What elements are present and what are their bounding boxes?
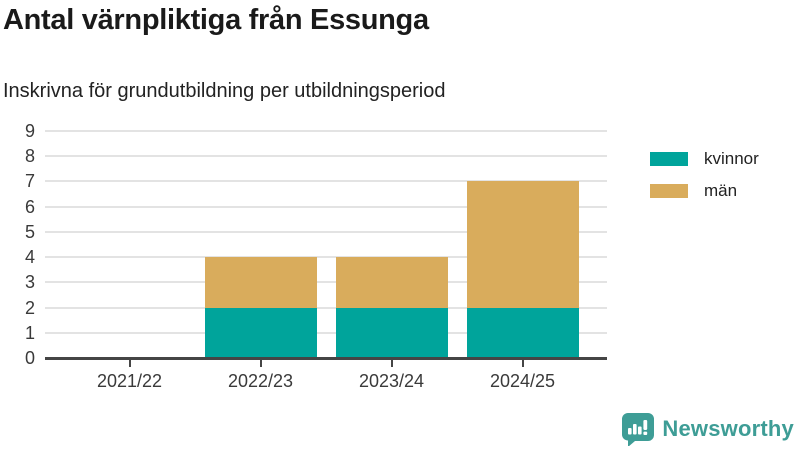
bar-segment-män: [466, 181, 579, 308]
gridline: [45, 155, 607, 158]
legend-label: män: [704, 181, 738, 200]
newsworthy-logo-icon: [622, 413, 655, 446]
gridline: [45, 256, 607, 259]
x-tick-label: 2022/23: [227, 371, 294, 391]
x-axis-tick: [390, 360, 393, 367]
y-tick-label: 3: [24, 272, 35, 293]
x-tick-label: 2021/22: [96, 371, 163, 391]
gridline: [45, 205, 607, 208]
x-axis-line: [45, 357, 607, 360]
brand-footer: Newsworthy: [621, 412, 794, 446]
legend-label: kvinnor: [704, 149, 759, 168]
x-axis-tick: [259, 360, 262, 367]
bar-segment-män: [204, 257, 317, 308]
y-tick-label: 8: [24, 146, 35, 167]
legend-swatch: [650, 152, 688, 166]
y-tick-label: 1: [24, 322, 35, 343]
gridline: [45, 331, 607, 334]
plot-area: 0 1 2 3 4 5 6 7 8 9 2021/22 2022/23 2023/24 2024/25: [25, 121, 607, 391]
y-tick-label: 9: [24, 121, 35, 141]
bar-segment-kvinnor: [335, 307, 448, 358]
y-tick-label: 0: [24, 348, 35, 368]
bar-segment-kvinnor: [466, 307, 579, 358]
legend-swatch: [650, 184, 688, 198]
page-title: Antal värnpliktiga från Essunga: [3, 4, 429, 36]
y-tick-label: 5: [24, 221, 35, 242]
y-tick-label: 7: [24, 171, 35, 192]
brand-name: Newsworthy: [662, 416, 794, 441]
gridline: [45, 180, 607, 183]
gridline: [45, 306, 607, 309]
y-tick-label: 2: [24, 297, 35, 318]
x-axis-tick: [128, 360, 131, 367]
legend-item: kvinnor: [650, 149, 759, 169]
page-subtitle: Inskrivna för grundutbildning per utbild…: [3, 80, 446, 102]
bar-segment-män: [335, 257, 448, 308]
x-tick-label: 2024/25: [489, 371, 556, 391]
legend: kvinnor män: [650, 149, 759, 213]
x-tick-label: 2023/24: [358, 371, 425, 391]
gridline: [45, 130, 607, 132]
y-tick-label: 4: [24, 247, 35, 268]
legend-item: män: [650, 181, 759, 201]
gridline: [45, 281, 607, 284]
x-axis-tick: [521, 360, 524, 367]
y-tick-label: 6: [24, 196, 35, 217]
gridline: [45, 230, 607, 233]
bar-segment-kvinnor: [204, 307, 317, 358]
